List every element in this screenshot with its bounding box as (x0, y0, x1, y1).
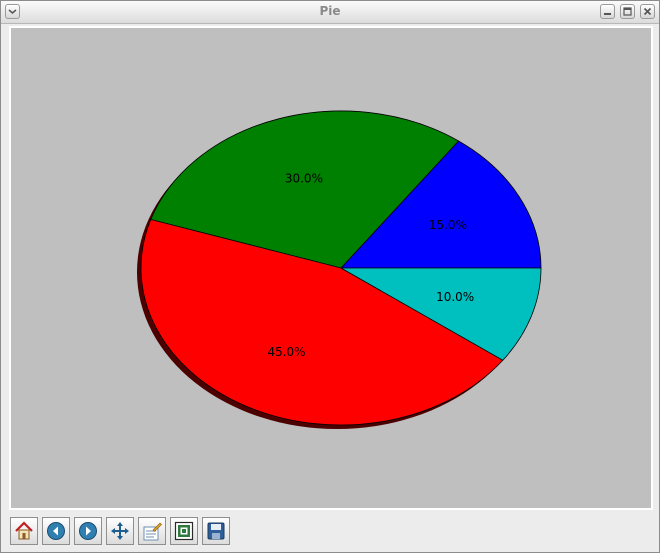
back-button[interactable] (42, 517, 70, 545)
navigation-toolbar (1, 513, 659, 552)
minimize-button[interactable] (600, 4, 615, 19)
zoom-to-rect-button[interactable] (170, 517, 198, 545)
close-icon (643, 7, 652, 16)
save-icon (207, 522, 225, 540)
home-icon (15, 521, 33, 540)
window-menu-button[interactable] (5, 4, 20, 19)
close-button[interactable] (640, 4, 655, 19)
pie-slice-label-2: 30.0% (285, 171, 323, 185)
chevron-down-icon (8, 9, 17, 14)
pie-slice-1 (340, 140, 542, 269)
zoom-to-rect-icon (174, 521, 194, 541)
configure-subplots-icon (143, 522, 162, 541)
pie-slice-4 (339, 267, 542, 361)
pie-slice-label-3: 45.0% (267, 345, 305, 359)
save-button[interactable] (202, 517, 230, 545)
configure-subplots-button[interactable] (138, 517, 166, 545)
minimize-icon (604, 13, 611, 15)
pie-slice-label-4: 10.0% (436, 290, 474, 304)
pie-slice-2 (150, 110, 460, 269)
pan-icon (111, 522, 129, 540)
maximize-icon (623, 7, 632, 16)
figure-canvas[interactable]: 15.0% 30.0% 45.0% 10.0% (9, 26, 653, 510)
home-button[interactable] (10, 517, 38, 545)
title-bar[interactable]: Pie (1, 1, 659, 24)
pie-slice-3 (140, 219, 504, 426)
pie-slice-label-1: 15.0% (429, 218, 467, 232)
back-icon (47, 522, 65, 540)
forward-icon (79, 522, 97, 540)
maximize-button[interactable] (620, 4, 635, 19)
pan-button[interactable] (106, 517, 134, 545)
window-title: Pie (319, 4, 341, 18)
forward-button[interactable] (74, 517, 102, 545)
pie-chart: 15.0% 30.0% 45.0% 10.0% (137, 110, 542, 429)
